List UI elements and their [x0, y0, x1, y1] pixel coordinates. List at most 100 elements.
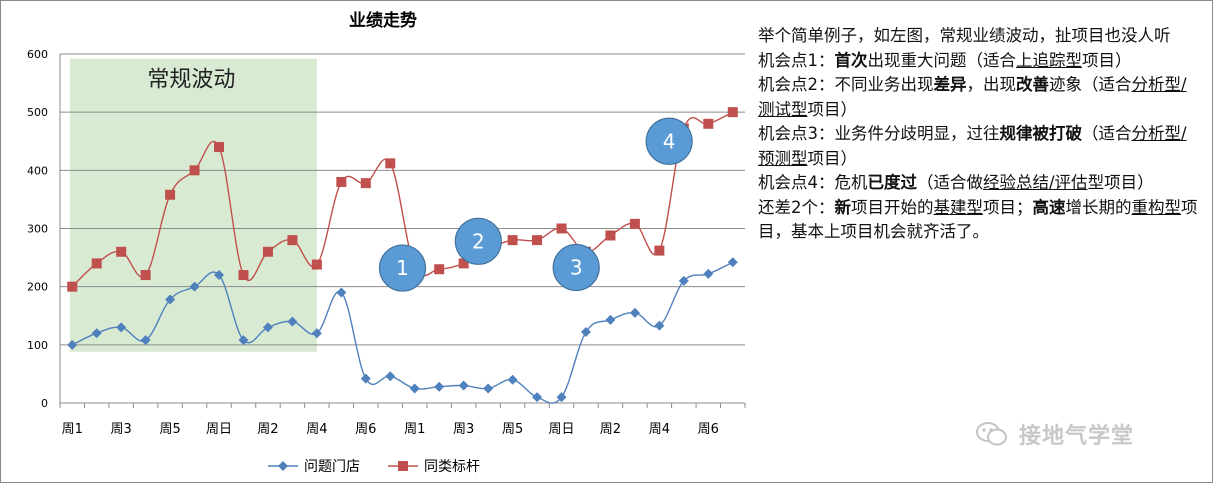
- note-opportunity-1: 机会点1：首次出现重大问题（适合上追踪型项目）: [758, 50, 1132, 70]
- data-point: [214, 142, 225, 153]
- data-point: [727, 257, 738, 268]
- data-point: [165, 294, 176, 305]
- data-point: [360, 178, 371, 189]
- x-tick-label: 周2: [257, 422, 278, 437]
- y-tick-label: 400: [27, 164, 48, 177]
- y-tick-label: 300: [27, 223, 48, 236]
- watermark-text: 接地气学堂: [1019, 424, 1135, 449]
- data-point: [385, 371, 396, 382]
- data-point: [605, 314, 616, 325]
- marker-1: 1: [378, 244, 427, 292]
- wechat-icon: [976, 422, 1007, 446]
- note-opportunity-4: 机会点4：危机已度过（适合做经验总结/评估型项目）: [758, 173, 1154, 192]
- marker-2: 2: [454, 217, 502, 265]
- series-1: [67, 257, 738, 404]
- marker-label: 3: [570, 255, 583, 279]
- notes-panel: 举个简单例子，如左图，常规业绩波动，扯项目也没人听 机会点1：首次出现重大问题（…: [758, 24, 1203, 245]
- data-point: [262, 322, 273, 333]
- data-point: [580, 327, 591, 338]
- marker-circle: [454, 217, 502, 265]
- x-tick-label: 周3: [453, 422, 474, 437]
- x-tick-label: 周4: [649, 422, 670, 437]
- note-intro: 举个简单例子，如左图，常规业绩波动，扯项目也没人听: [758, 26, 1171, 45]
- x-tick-label: 周6: [355, 422, 376, 437]
- marker-label: 4: [663, 129, 676, 153]
- data-point: [238, 270, 249, 281]
- chart-title: 业绩走势: [349, 10, 417, 31]
- data-point: [385, 158, 396, 169]
- y-tick-label: 500: [27, 106, 48, 119]
- x-tick-label: 周日: [206, 422, 232, 437]
- series-line: [71, 111, 734, 288]
- x-tick-label: 周1: [404, 422, 425, 437]
- data-point: [165, 189, 176, 200]
- data-point: [556, 223, 567, 234]
- legend-label: 问题门店: [304, 459, 360, 475]
- note-opportunity-2: 机会点2：不同业务出现差异，出现改善迹象（适合分析型/测试型项目）: [758, 75, 1187, 119]
- data-point: [140, 270, 151, 281]
- data-point: [605, 230, 616, 241]
- data-point: [91, 258, 102, 269]
- data-point: [654, 245, 665, 256]
- region-label: 常规波动: [147, 68, 235, 93]
- x-tick-label: 周2: [600, 422, 621, 437]
- data-point: [116, 322, 127, 333]
- line-chart: 业绩走势 常规波动 0 100 200 300 400 500 600 周1 周3 周5 周日 周2…: [27, 10, 746, 475]
- x-tick-label: 周3: [111, 422, 132, 437]
- data-point: [116, 246, 127, 257]
- x-tick-label: 周5: [502, 422, 523, 437]
- legend-marker: [278, 461, 288, 471]
- note-opportunity-3: 机会点3：业务件分歧明显，过往规律被打破（适合分析型/预测型项目）: [758, 124, 1187, 168]
- data-point: [311, 328, 322, 339]
- x-tick-label: 周5: [159, 422, 180, 437]
- data-point: [67, 339, 78, 350]
- data-point: [336, 176, 347, 187]
- marker-circle: [378, 244, 427, 292]
- marker-label: 1: [396, 256, 409, 280]
- data-point: [214, 270, 225, 281]
- data-point: [434, 264, 445, 275]
- marker-4: 4: [645, 117, 693, 165]
- data-point: [507, 235, 518, 246]
- data-point: [703, 118, 714, 129]
- data-point: [458, 258, 469, 269]
- data-point: [336, 287, 347, 298]
- marker-3: 3: [552, 243, 600, 292]
- data-point: [360, 373, 371, 384]
- data-point: [189, 165, 200, 176]
- data-point: [458, 380, 469, 391]
- marker-label: 2: [472, 229, 485, 253]
- legend-marker: [398, 461, 408, 471]
- data-point: [409, 383, 420, 394]
- data-point: [311, 259, 322, 270]
- data-point: [287, 235, 298, 246]
- data-point: [654, 320, 665, 331]
- y-tick-label: 100: [27, 339, 48, 352]
- x-tick-label: 周6: [698, 422, 719, 437]
- data-point: [556, 392, 567, 403]
- x-tick-label: 周4: [306, 422, 327, 437]
- data-point: [189, 281, 200, 292]
- data-point: [67, 281, 78, 292]
- shaded-region: [70, 58, 317, 352]
- marker-circle: [552, 243, 600, 292]
- y-tick-label: 600: [27, 48, 48, 61]
- x-tick-label: 周日: [549, 422, 575, 437]
- marker-circle: [645, 117, 693, 165]
- data-point: [434, 381, 445, 392]
- data-point: [238, 335, 249, 346]
- data-point: [287, 316, 298, 327]
- legend-label: 同类标杆: [424, 459, 480, 475]
- data-point: [727, 107, 738, 118]
- y-tick-label: 0: [41, 397, 48, 410]
- y-tick-label: 200: [27, 281, 48, 294]
- data-point: [532, 235, 543, 246]
- data-point: [532, 392, 543, 403]
- x-tick-label: 周1: [62, 422, 83, 437]
- data-point: [507, 374, 518, 385]
- data-point: [678, 275, 689, 286]
- legend-item-2: 同类标杆: [388, 459, 480, 475]
- series-line: [71, 261, 734, 404]
- data-point: [629, 307, 640, 318]
- data-point: [140, 335, 151, 346]
